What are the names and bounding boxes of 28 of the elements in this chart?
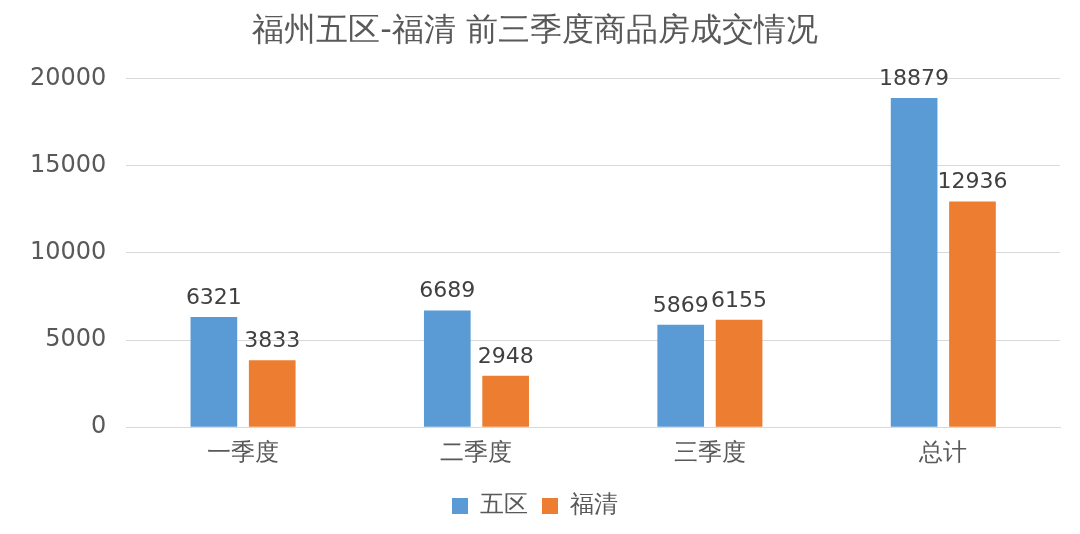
x-tick-label: 一季度 <box>207 437 280 466</box>
bar <box>890 97 938 427</box>
y-tick-label: 0 <box>91 411 107 440</box>
y-tick-label: 20000 <box>29 62 107 91</box>
x-tick-label: 三季度 <box>673 437 746 466</box>
data-label: 12936 <box>937 168 1008 194</box>
data-label: 5869 <box>652 291 709 317</box>
data-label: 18879 <box>879 64 950 90</box>
data-label: 6155 <box>711 286 768 312</box>
data-label: 6689 <box>419 277 476 303</box>
chart-title: 福州五区-福清 前三季度商品房成交情况 <box>252 9 818 48</box>
bar <box>715 319 763 427</box>
bar <box>482 375 529 427</box>
bar <box>248 360 296 427</box>
bar <box>423 310 471 427</box>
bar <box>657 324 705 427</box>
y-tick-label: 15000 <box>29 149 107 178</box>
data-label: 3833 <box>244 327 301 353</box>
legend-label: 五区 <box>480 490 528 519</box>
y-tick-label: 5000 <box>45 324 107 353</box>
data-label: 2948 <box>477 342 534 368</box>
x-tick-label: 二季度 <box>440 437 513 466</box>
y-tick-label: 10000 <box>29 237 107 266</box>
bar <box>949 201 996 427</box>
data-label: 6321 <box>185 283 242 309</box>
x-tick-label: 总计 <box>918 437 968 466</box>
bar <box>190 316 238 427</box>
legend-label: 福清 <box>570 490 618 519</box>
